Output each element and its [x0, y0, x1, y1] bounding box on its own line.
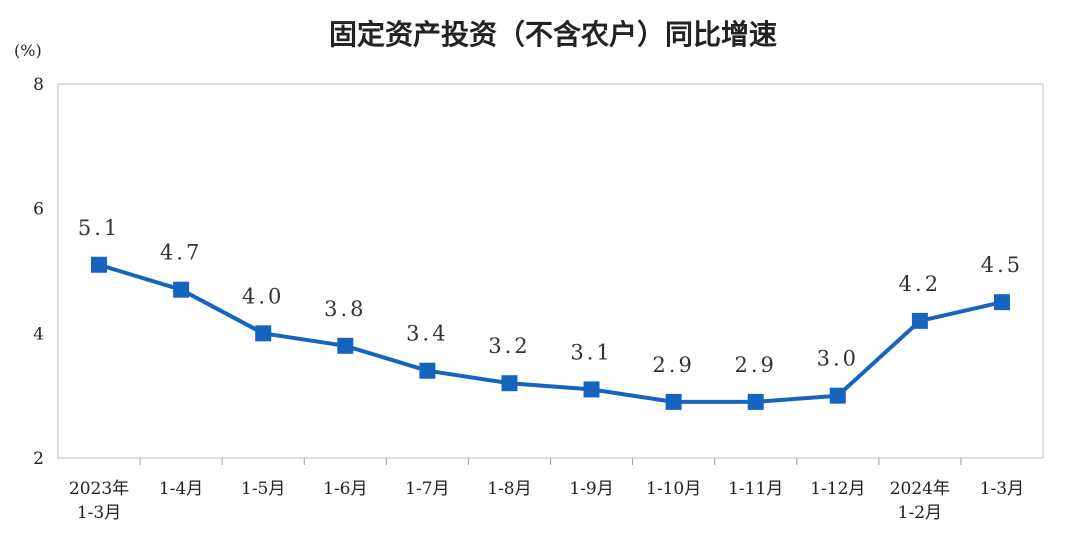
data-point-marker	[583, 381, 600, 398]
data-point-marker	[993, 294, 1010, 311]
data-label: 3.0	[817, 347, 859, 371]
x-tick-label: 1-4月	[159, 479, 203, 499]
data-label: 2.9	[652, 353, 694, 377]
x-tick-label: 1-10月	[646, 479, 701, 499]
data-label: 2.9	[735, 353, 777, 377]
x-tick-label: 1-11月	[728, 479, 783, 499]
data-label: 5.1	[78, 216, 120, 240]
series-line	[98, 262, 1003, 404]
y-tick-label: 4	[33, 324, 44, 344]
data-point-marker	[747, 393, 764, 410]
x-tick-label: 1-12月	[810, 479, 865, 499]
data-point-marker	[91, 256, 108, 273]
data-label: 4.2	[899, 272, 941, 296]
y-axis: 2 4 6 8	[33, 75, 44, 469]
x-tick-label: 1-3月	[980, 479, 1024, 499]
x-tick-label: 1-5月	[241, 479, 285, 499]
data-point-marker	[665, 393, 682, 410]
data-point-marker	[829, 387, 846, 404]
x-tick-label: 1-7月	[405, 479, 449, 499]
x-tick-label: 1-9月	[569, 479, 613, 499]
x-tick-label: 2024年	[890, 479, 950, 499]
data-point-marker	[419, 362, 436, 379]
x-tick-label: 2023年	[69, 479, 129, 499]
data-point-marker	[911, 312, 928, 329]
data-label: 3.1	[570, 340, 612, 364]
data-point-marker	[337, 337, 354, 354]
chart-title: 固定资产投资（不含农户）同比增速	[329, 18, 777, 51]
y-tick-label: 8	[33, 75, 44, 95]
data-point-marker	[173, 281, 190, 298]
data-label: 3.2	[488, 334, 530, 358]
x-axis: 2023年 1-3月 1-4月 1-5月 1-6月 1-7月 1-8月 1-9月 1-10月 1-…	[69, 458, 1024, 523]
data-label: 4.7	[160, 241, 202, 265]
y-unit-label: (%)	[14, 41, 42, 60]
data-label: 4.5	[981, 253, 1023, 277]
plot-frame	[57, 83, 1044, 459]
x-tick-label: 1-6月	[323, 479, 367, 499]
x-tick-label: 1-2月	[898, 503, 942, 523]
data-label: 4.0	[242, 284, 284, 308]
y-tick-label: 2	[33, 449, 44, 469]
series-markers	[91, 256, 1010, 410]
data-point-marker	[501, 375, 518, 392]
x-tick-label: 1-3月	[77, 503, 121, 523]
data-label: 3.8	[324, 297, 366, 321]
x-tick-label: 1-8月	[487, 479, 531, 499]
data-point-marker	[255, 325, 272, 342]
data-label: 3.4	[406, 322, 448, 346]
y-tick-label: 6	[33, 200, 44, 220]
data-labels: 5.1 4.7 4.0 3.8 3.4 3.2 3.1 2.9 2.9 3.0 4.2 4.5	[78, 216, 1023, 377]
